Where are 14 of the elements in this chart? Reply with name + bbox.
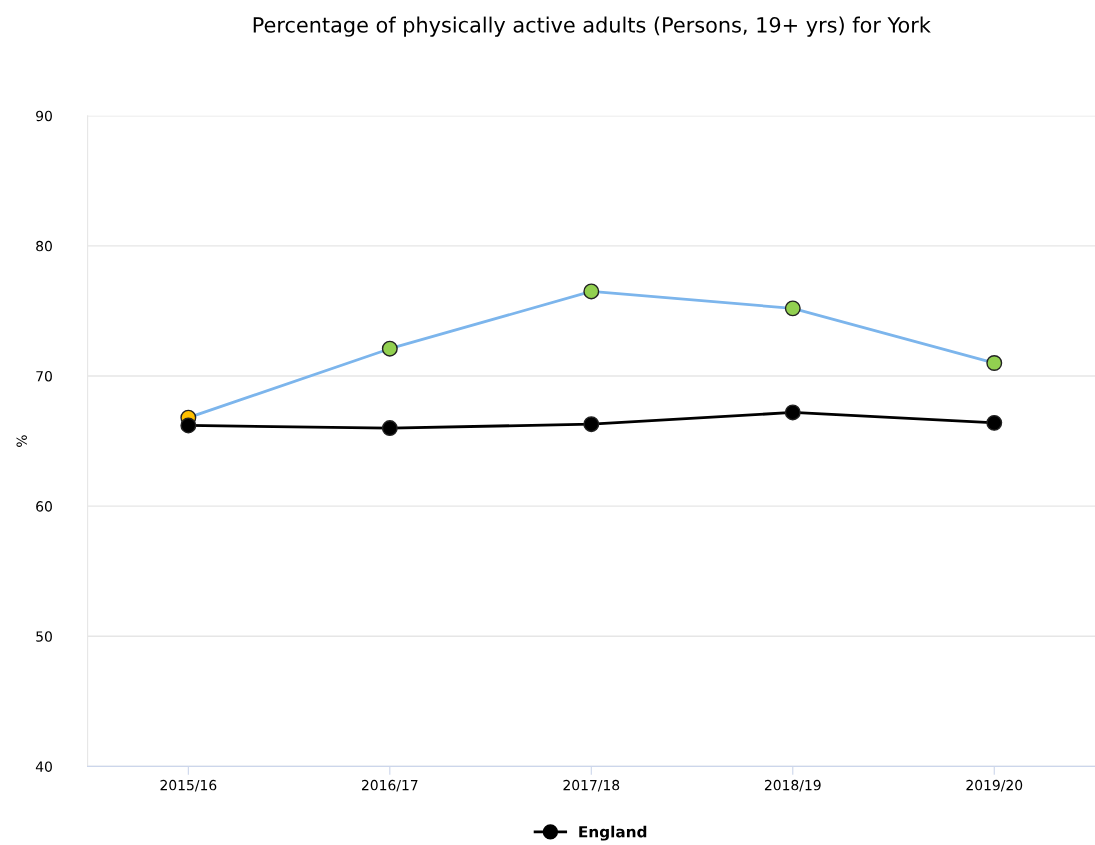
y-tick-label: 80 [36,240,52,252]
x-tick-label: 2019/20 [966,779,1023,792]
y-tick-label: 90 [36,110,52,122]
x-tick-label: 2016/17 [361,779,418,792]
y-tick-label: 50 [36,631,52,642]
x-tick-label: 2017/18 [563,779,620,792]
y-axis-title: % [16,435,27,447]
x-tick-label: 2018/19 [764,779,821,792]
y-tick-label: 40 [35,761,52,772]
y-tick-label: 60 [36,501,52,512]
legend-label: England [579,825,647,841]
y-tick-label: 70 [36,370,52,382]
x-tick-label: 2015/16 [160,779,217,792]
chart-title: Percentage of physically active adults (Persons, 19+ yrs) for York [253,16,931,37]
